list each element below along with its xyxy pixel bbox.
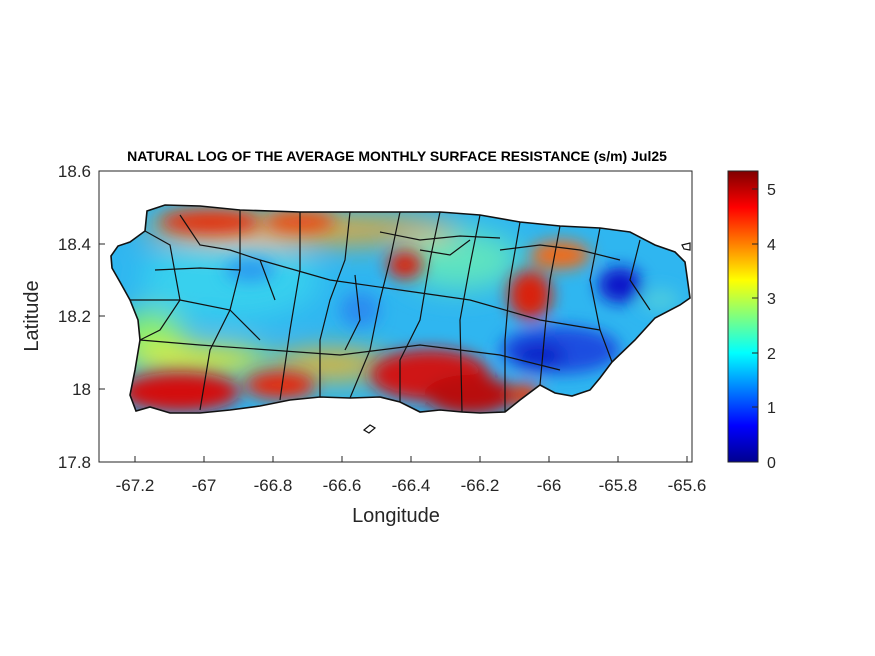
x-tick-label: -66.4 xyxy=(392,476,431,495)
x-tick-label: -67.2 xyxy=(116,476,155,495)
x-tick-label: -66.8 xyxy=(254,476,293,495)
x-tick-label: -66 xyxy=(537,476,562,495)
colorbar-tick-label: 1 xyxy=(767,400,776,417)
x-tick-label: -66.6 xyxy=(323,476,362,495)
x-axis-label: Longitude xyxy=(352,505,440,527)
y-tick-labels: 18.6 18.4 18.2 18 17.8 xyxy=(58,162,91,472)
colorbar-tick-label: 2 xyxy=(767,346,776,363)
axis-ticks xyxy=(99,170,688,463)
municipality-boundaries xyxy=(110,204,691,414)
colorbar-tick-label: 3 xyxy=(767,291,776,308)
x-tick-label: -65.8 xyxy=(599,476,638,495)
y-tick-label: 17.8 xyxy=(58,453,91,472)
colorbar-tick-label: 5 xyxy=(767,182,776,199)
x-tick-label: -67 xyxy=(192,476,217,495)
colorbar-ticks xyxy=(752,188,758,463)
y-tick-label: 18 xyxy=(72,380,91,399)
x-tick-label: -65.6 xyxy=(668,476,707,495)
y-tick-label: 18.4 xyxy=(58,235,91,254)
colorbar-tick-label: 0 xyxy=(767,455,776,472)
colorbar-tick-labels: 5 4 3 2 1 0 xyxy=(767,182,776,472)
y-tick-label: 18.6 xyxy=(58,162,91,181)
colorbar xyxy=(727,170,759,463)
colorbar-tick-label: 4 xyxy=(767,237,776,254)
y-axis-label: Latitude xyxy=(21,280,43,351)
x-tick-label: -66.2 xyxy=(461,476,500,495)
x-tick-labels: -67.2 -67 -66.8 -66.6 -66.4 -66.2 -66 -6… xyxy=(116,476,707,495)
chart-title: NATURAL LOG OF THE AVERAGE MONTHLY SURFA… xyxy=(127,148,667,164)
islets xyxy=(362,242,691,434)
y-tick-label: 18.2 xyxy=(58,307,91,326)
